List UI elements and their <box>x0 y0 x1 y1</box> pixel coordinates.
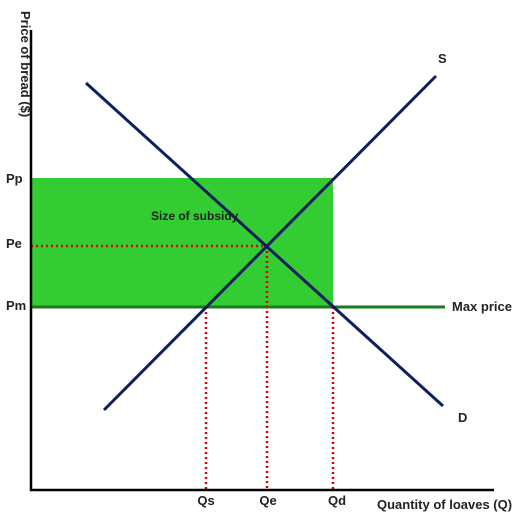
max-price-label: Max price <box>452 299 512 314</box>
guide-lines <box>31 244 335 490</box>
supply-curve <box>102 74 438 412</box>
price-label-pp: Pp <box>6 171 23 186</box>
price-label-pm: Pm <box>6 298 26 313</box>
subsidy-label: Size of subsidy <box>151 209 239 223</box>
demand-label: D <box>458 410 467 425</box>
quantity-label-qe: Qe <box>259 493 276 508</box>
x-axis-label: Quantity of loaves (Q) <box>377 497 512 512</box>
quantity-label-qs: Qs <box>197 493 214 508</box>
y-axis-label: Price of bread ($) <box>18 11 33 117</box>
subsidy-area <box>31 178 333 307</box>
quantity-label-qd: Qd <box>328 493 346 508</box>
demand-curve <box>84 81 445 408</box>
supply-label: S <box>438 51 447 66</box>
price-label-pe: Pe <box>6 236 22 251</box>
